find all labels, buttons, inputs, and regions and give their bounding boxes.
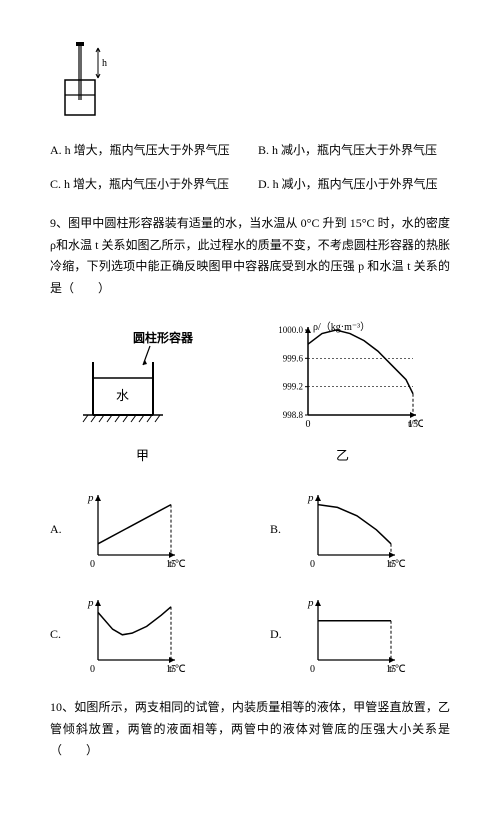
- figure-row: 圆柱形容器 水 甲 1000.0999.6999.29: [50, 320, 450, 467]
- svg-text:t/℃: t/℃: [389, 664, 406, 675]
- figure-yi: 1000.0999.6999.2998.8015ρ/（kg·m⁻³）t/℃ 乙: [263, 320, 423, 467]
- svg-text:t/℃: t/℃: [389, 559, 406, 570]
- q8-options-row1: A. h 增大，瓶内气压大于外界气压 B. h 减小，瓶内气压大于外界气压: [50, 140, 450, 162]
- figure-jia: 圆柱形容器 水 甲: [78, 330, 208, 467]
- mini-chart-d: p015t/℃: [296, 592, 406, 677]
- question-text: 如图所示，两支相同的试管，内装质量相等的液体，甲管竖直放置，乙管倾斜放置，两管的…: [50, 700, 450, 757]
- option-letter: C.: [50, 177, 61, 191]
- svg-text:0: 0: [305, 419, 310, 430]
- density-chart: 1000.0999.6999.2998.8015ρ/（kg·m⁻³）t/℃: [263, 320, 423, 440]
- option-text: h 减小，瓶内气压小于外界气压: [273, 177, 438, 191]
- figure-caption: 甲: [78, 444, 208, 467]
- svg-text:0: 0: [90, 664, 95, 675]
- svg-text:999.6: 999.6: [282, 353, 303, 363]
- chart-options-grid: A. p015t/℃ B. p015t/℃ C. p015t/℃ D. p015…: [50, 487, 450, 677]
- chart-option-a: A. p015t/℃: [50, 487, 230, 572]
- option-letter: D.: [258, 177, 270, 191]
- question-text: 图甲中圆柱形容器装有适量的水，当水温从 0°C 升到 15°C 时，水的密度ρ和…: [50, 216, 450, 295]
- svg-text:0: 0: [90, 559, 95, 570]
- svg-text:t/℃: t/℃: [408, 419, 423, 430]
- svg-text:999.2: 999.2: [282, 381, 302, 391]
- svg-text:998.8: 998.8: [282, 410, 303, 420]
- figure-caption: 乙: [263, 444, 423, 467]
- chart-option-c: C. p015t/℃: [50, 592, 230, 677]
- svg-text:t/℃: t/℃: [169, 559, 186, 570]
- option-b: B. h 减小，瓶内气压大于外界气压: [258, 140, 450, 162]
- mini-chart-a: p015t/℃: [76, 487, 186, 572]
- option-text: h 增大，瓶内气压大于外界气压: [65, 143, 230, 157]
- mini-chart-b: p015t/℃: [296, 487, 406, 572]
- chart-option-b: B. p015t/℃: [270, 487, 450, 572]
- mini-chart-c: p015t/℃: [76, 592, 186, 677]
- q8-options-row2: C. h 增大，瓶内气压小于外界气压 D. h 减小，瓶内气压小于外界气压: [50, 174, 450, 196]
- option-d: D. h 减小，瓶内气压小于外界气压: [258, 174, 450, 196]
- question-9: 9、图甲中圆柱形容器装有适量的水，当水温从 0°C 升到 15°C 时，水的密度…: [50, 213, 450, 299]
- option-text: h 减小，瓶内气压大于外界气压: [272, 143, 437, 157]
- svg-text:t/℃: t/℃: [169, 664, 186, 675]
- question-number: 9、: [50, 216, 68, 230]
- option-letter: C.: [50, 624, 68, 646]
- option-letter: B.: [270, 519, 288, 541]
- svg-text:1000.0: 1000.0: [278, 325, 303, 335]
- svg-text:0: 0: [310, 559, 315, 570]
- h-label: h: [102, 58, 107, 69]
- svg-text:p: p: [87, 597, 94, 609]
- option-letter: B.: [258, 143, 269, 157]
- option-a: A. h 增大，瓶内气压大于外界气压: [50, 140, 242, 162]
- chart-option-d: D. p015t/℃: [270, 592, 450, 677]
- svg-text:0: 0: [310, 664, 315, 675]
- water-label: 水: [116, 388, 129, 403]
- option-text: h 增大，瓶内气压小于外界气压: [64, 177, 229, 191]
- svg-text:p: p: [307, 597, 314, 609]
- bottle-diagram: h: [50, 40, 450, 120]
- container-annotation: 圆柱形容器: [133, 330, 194, 345]
- option-letter: A.: [50, 519, 68, 541]
- svg-text:p: p: [87, 492, 94, 504]
- option-letter: A.: [50, 143, 62, 157]
- svg-text:p: p: [307, 492, 314, 504]
- option-c: C. h 增大，瓶内气压小于外界气压: [50, 174, 242, 196]
- option-letter: D.: [270, 624, 288, 646]
